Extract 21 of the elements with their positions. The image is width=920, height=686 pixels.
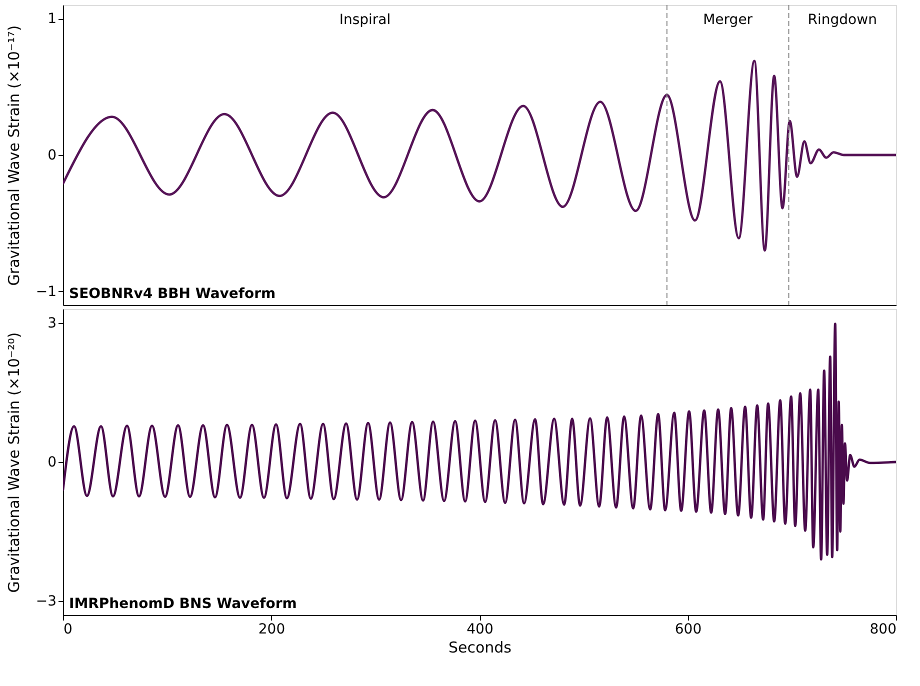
x-tick-label: 0: [64, 622, 72, 638]
y-tick-label: 0: [48, 454, 56, 470]
x-tick-label: 600: [674, 622, 702, 638]
y-tick-label: 3: [48, 315, 56, 332]
line-series: [63, 60, 896, 252]
x-tick-label: 400: [466, 622, 494, 638]
annotation: Inspiral: [339, 12, 391, 28]
y-tick-label: −3: [36, 594, 56, 610]
x-axis-title: Seconds: [448, 638, 512, 656]
x-tick-label: 200: [258, 622, 286, 638]
annotation: Ringdown: [808, 12, 877, 28]
x-tick-label: 800: [870, 622, 896, 638]
text: SEOBNRv4 BBH Waveform: [69, 286, 276, 302]
y-tick-label: 1: [48, 11, 56, 28]
y-axis-title: Gravitational Wave Strain (×10⁻¹⁷): [4, 25, 23, 286]
annotation: Merger: [703, 12, 753, 28]
y-tick-label: 0: [48, 148, 56, 164]
line-series: [63, 322, 896, 561]
y-axis-title: Gravitational Wave Strain (×10⁻²⁰): [4, 332, 23, 593]
text: IMRPhenomD BNS Waveform: [69, 596, 297, 612]
y-tick-label: −1: [36, 284, 56, 300]
